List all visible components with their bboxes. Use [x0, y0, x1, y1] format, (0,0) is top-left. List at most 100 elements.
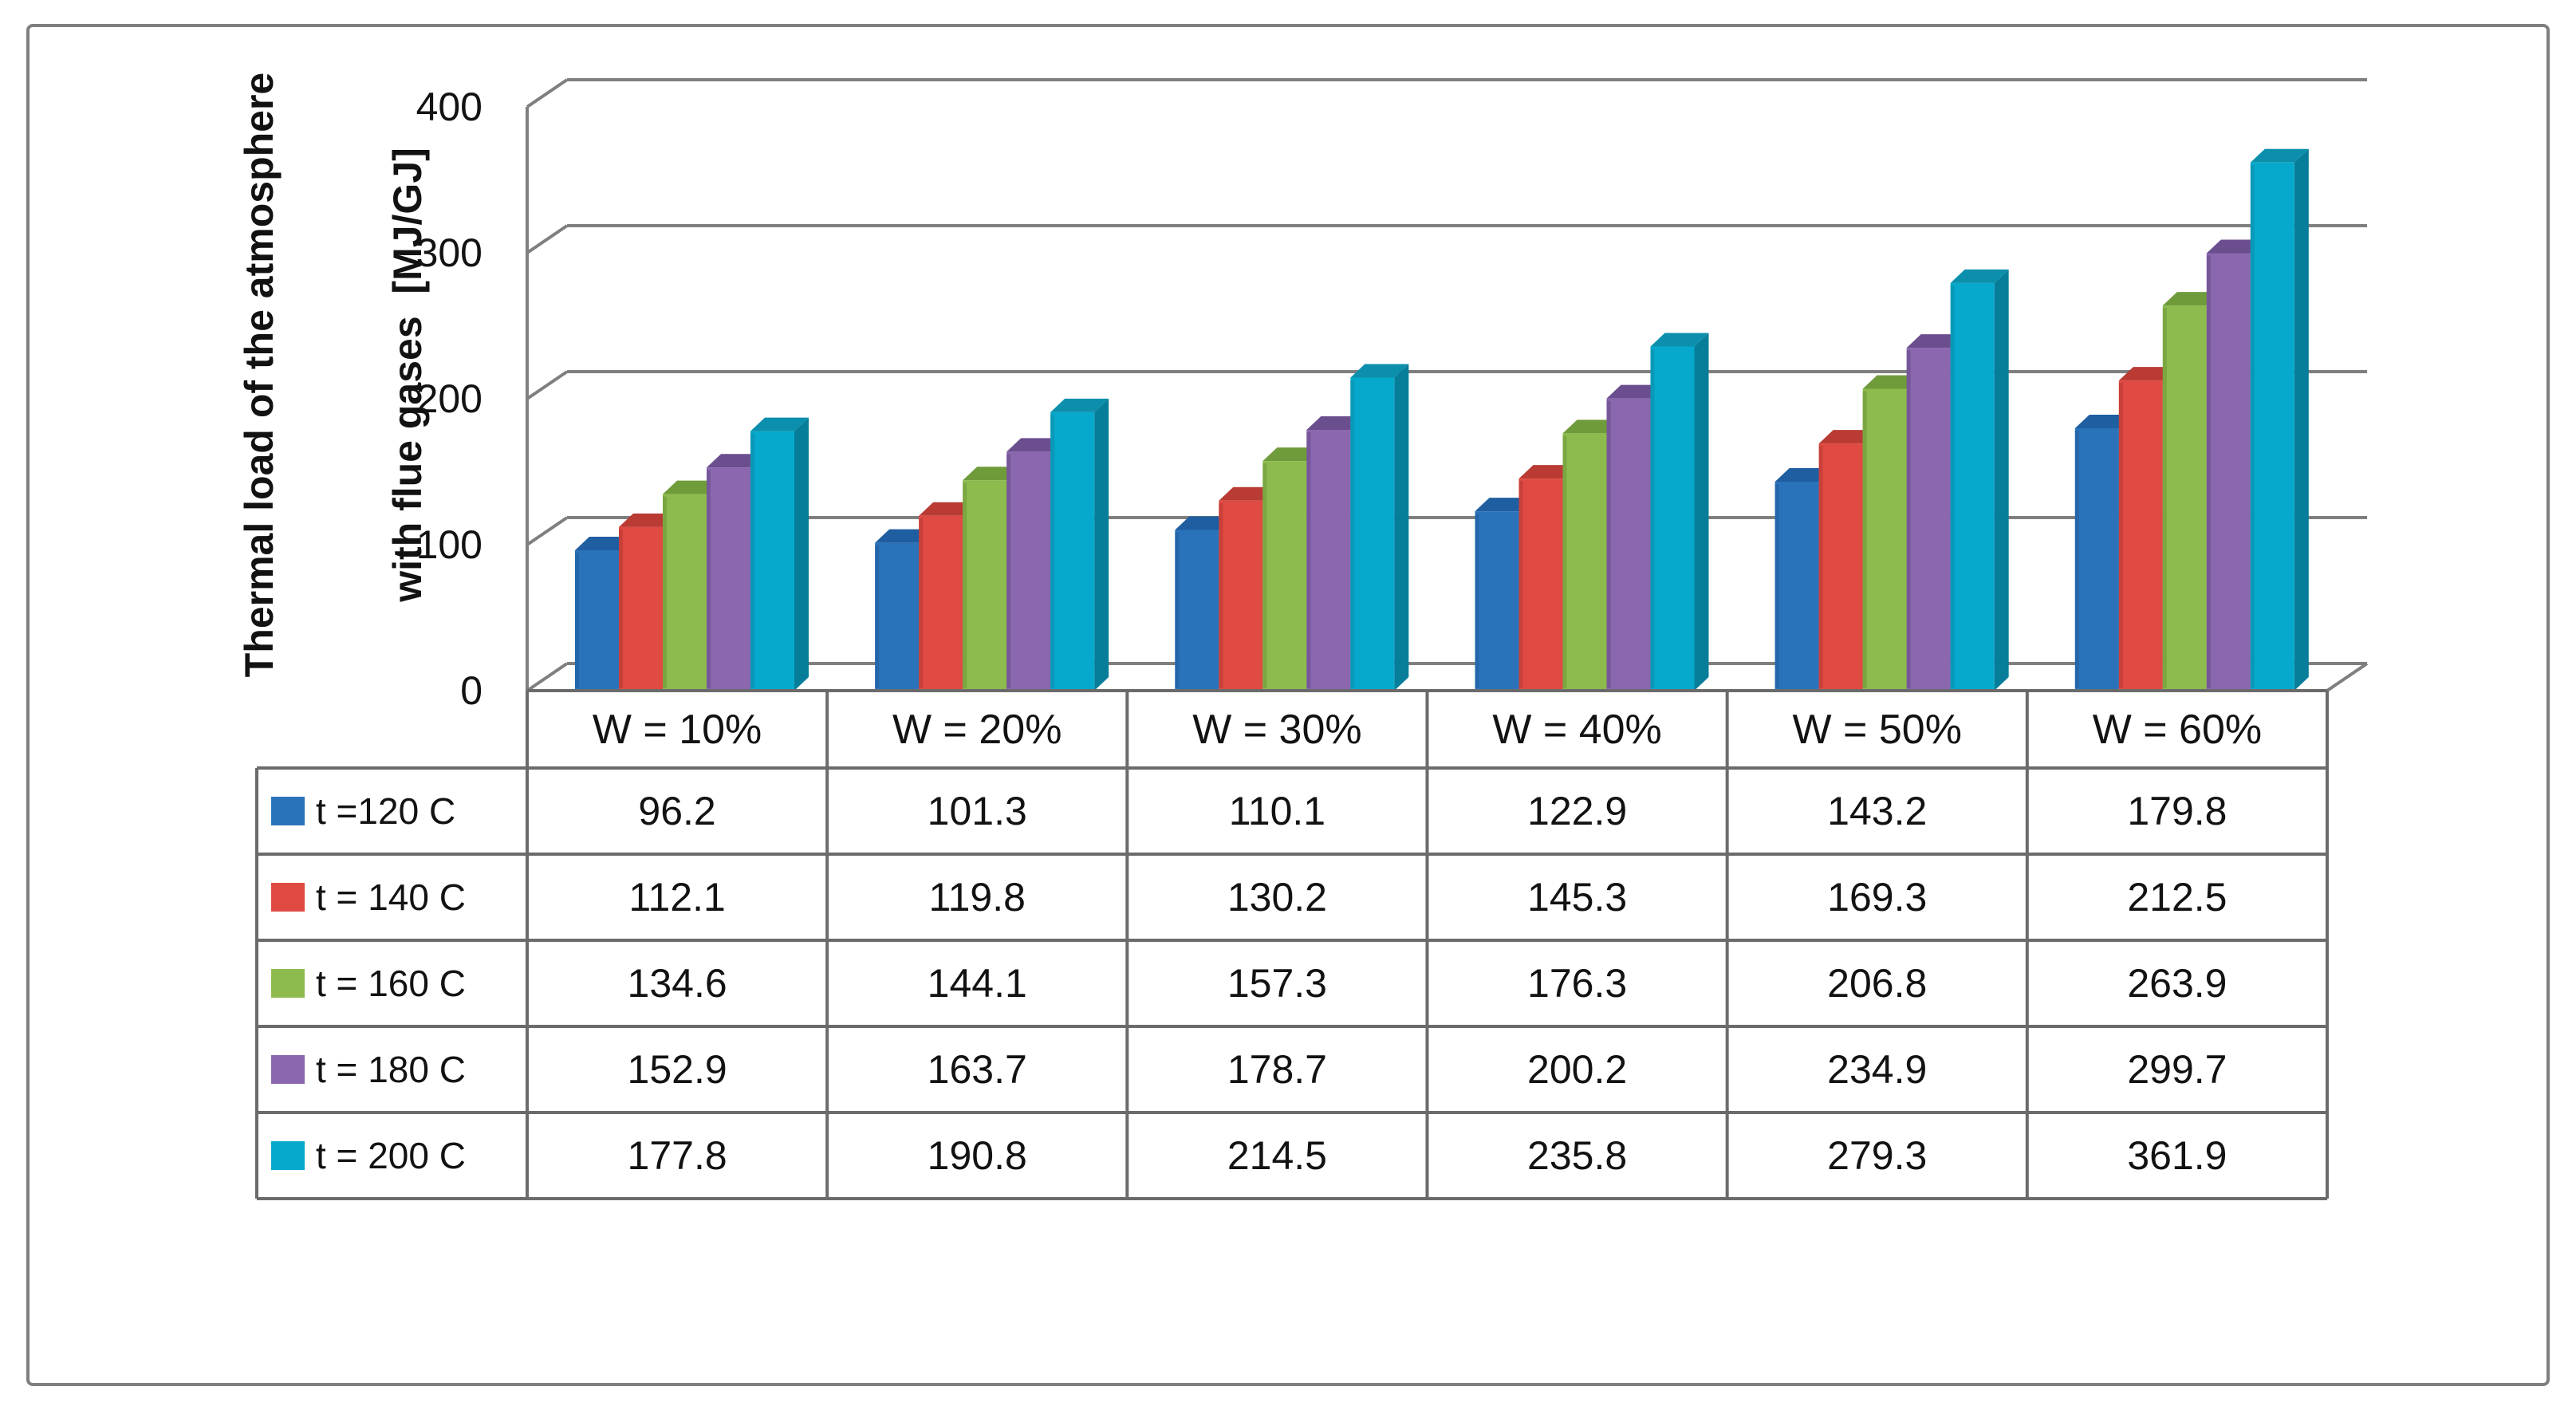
axis-tick-diagonal [526, 78, 569, 108]
bar-series5-cat4 [1650, 333, 1709, 691]
category-header: W = 40% [1492, 706, 1662, 753]
axis-tick-diagonal [526, 516, 569, 546]
bar-front-face [707, 467, 750, 691]
bar-top-face [750, 417, 809, 431]
bar-side-face [1094, 398, 1109, 691]
bar-top-face [1306, 416, 1365, 430]
bar-side-face [1694, 333, 1709, 691]
table-cell: 190.8 [927, 1133, 1027, 1178]
legend-item: t = 160 C [257, 940, 527, 1026]
bar-front-face [1950, 282, 1995, 691]
bar-front-face [663, 494, 707, 691]
table-cell: 279.3 [1827, 1133, 1928, 1178]
bar-top-face [1050, 398, 1109, 412]
axis-tick-diagonal [526, 370, 569, 400]
bar-side-face [2294, 148, 2309, 691]
bar-top-face [1650, 333, 1709, 347]
table-cell: 235.8 [1527, 1133, 1628, 1178]
bar-front-face [1562, 433, 1607, 691]
y-tick-label: 200 [416, 376, 483, 421]
table-cell: 163.7 [927, 1047, 1027, 1092]
bar-front-face [1219, 500, 1263, 691]
bar-series5-cat2 [1050, 398, 1109, 691]
table-cell: 179.8 [2127, 789, 2227, 833]
category-header: W = 30% [1192, 706, 1362, 753]
figure-border [26, 24, 2550, 1386]
table-cell: 130.2 [1227, 875, 1327, 920]
table-cell: 101.3 [927, 789, 1027, 833]
bar-front-face [1050, 412, 1095, 691]
table-cell: 177.8 [627, 1133, 727, 1178]
table-cell: 96.2 [638, 789, 716, 833]
bar-front-face [1175, 530, 1219, 691]
table-cell: 178.7 [1227, 1047, 1327, 1092]
bar-front-face [750, 431, 794, 691]
legend-label: t =120 C [316, 790, 456, 832]
bar-top-face [2074, 414, 2133, 428]
bar-front-face [1475, 511, 1519, 691]
bar-top-face [1219, 486, 1278, 501]
bar-front-face [1650, 346, 1695, 691]
bar-front-face [1006, 451, 1051, 691]
bar-front-face [919, 515, 963, 691]
table-cell: 134.6 [627, 961, 727, 1006]
axis-tick-diagonal [526, 224, 569, 254]
bar-front-face [2250, 162, 2294, 691]
y-tick-label: 300 [416, 230, 483, 275]
table-cell: 169.3 [1827, 875, 1928, 920]
table-cell: 145.3 [1527, 875, 1628, 920]
bar-top-face [1006, 438, 1065, 452]
legend-item: t = 200 C [257, 1113, 527, 1199]
table-cell: 144.1 [927, 961, 1027, 1006]
floor-right-diagonal [2326, 662, 2369, 692]
bar-top-face [963, 467, 1022, 481]
bar-top-face [1906, 334, 1965, 349]
bar-front-face [2118, 380, 2163, 691]
legend-swatch-icon [271, 969, 305, 998]
bar-front-face [619, 526, 663, 691]
bar-front-face [1262, 461, 1307, 691]
table-cell: 143.2 [1827, 789, 1928, 833]
legend-item: t =120 C [257, 768, 527, 854]
bar-front-face [875, 542, 920, 691]
table-cell: 299.7 [2127, 1047, 2227, 1092]
table-cell: 200.2 [1527, 1047, 1628, 1092]
bar-side-face [1994, 269, 2009, 691]
table-cell: 234.9 [1827, 1047, 1928, 1092]
legend-label: t = 180 C [316, 1049, 466, 1090]
bar-front-face [575, 549, 619, 691]
y-tick-label: 100 [416, 522, 483, 567]
legend-swatch-icon [271, 883, 305, 912]
table-cell: 361.9 [2127, 1133, 2227, 1178]
bar-top-face [1818, 430, 1877, 444]
bar-top-face [1518, 465, 1578, 479]
legend-item: t = 180 C [257, 1026, 527, 1113]
bar-top-face [919, 502, 978, 516]
bar-top-face [575, 536, 633, 550]
bar-top-face [663, 480, 721, 494]
bar-series5-cat6 [2250, 148, 2309, 691]
table-cell: 263.9 [2127, 961, 2227, 1006]
bar-series5-cat1 [750, 417, 809, 691]
legend-swatch-icon [271, 797, 305, 825]
bar-side-face [1394, 364, 1409, 691]
bar-series5-cat3 [1350, 364, 1409, 691]
bar-top-face [1774, 467, 1834, 482]
legend-label: t = 160 C [316, 963, 466, 1004]
bar-front-face [2206, 253, 2251, 691]
bar-front-face [1906, 348, 1951, 691]
bar-top-face [1175, 516, 1234, 530]
bar-top-face [1950, 269, 2009, 283]
table-cell: 206.8 [1827, 961, 1928, 1006]
table-cell: 112.1 [628, 875, 726, 920]
bar-top-face [1606, 384, 1665, 399]
table-cell: 157.3 [1227, 961, 1327, 1006]
bar-top-face [2206, 239, 2265, 254]
bar-series5-cat5 [1950, 269, 2009, 691]
bar-top-face [1475, 498, 1534, 512]
bar-top-face [875, 529, 934, 543]
bar-front-face [1306, 429, 1351, 691]
legend-label: t = 140 C [316, 876, 466, 918]
